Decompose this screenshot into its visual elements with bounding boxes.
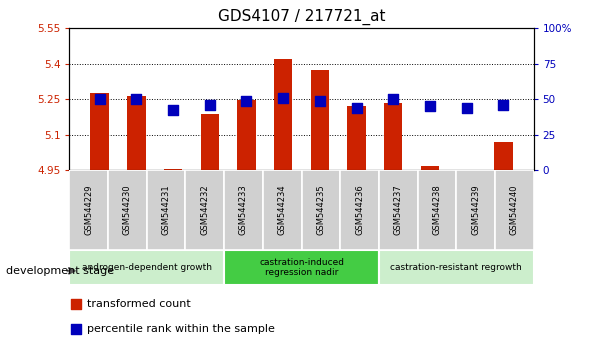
FancyBboxPatch shape [147, 170, 186, 250]
Text: castration-induced
regression nadir: castration-induced regression nadir [259, 258, 344, 277]
Bar [201, 114, 219, 170]
Point [286, 213, 295, 219]
Point [462, 105, 472, 110]
Bar [458, 170, 476, 171]
Text: percentile rank within the sample: percentile rank within the sample [87, 324, 275, 334]
Text: GSM544240: GSM544240 [510, 184, 519, 235]
Point [499, 102, 508, 108]
Text: GDS4107 / 217721_at: GDS4107 / 217721_at [218, 9, 385, 25]
Point [168, 108, 178, 113]
FancyBboxPatch shape [456, 170, 495, 250]
FancyBboxPatch shape [379, 250, 534, 285]
Bar [421, 166, 439, 170]
Bar [274, 59, 292, 170]
Point [95, 96, 104, 102]
Bar [384, 103, 402, 170]
Text: transformed count: transformed count [87, 299, 191, 309]
Bar [237, 100, 256, 170]
FancyBboxPatch shape [417, 170, 456, 250]
FancyBboxPatch shape [69, 250, 224, 285]
Point [242, 98, 251, 103]
Text: GSM544234: GSM544234 [277, 184, 286, 235]
Text: GSM544237: GSM544237 [394, 184, 403, 235]
FancyBboxPatch shape [186, 170, 224, 250]
FancyBboxPatch shape [224, 170, 263, 250]
Text: GSM544232: GSM544232 [200, 184, 209, 235]
Text: GSM544233: GSM544233 [239, 184, 248, 235]
Point [279, 95, 288, 101]
Bar [127, 96, 145, 170]
Text: GSM544238: GSM544238 [432, 184, 441, 235]
Bar [311, 70, 329, 170]
Text: GSM544231: GSM544231 [162, 184, 171, 235]
Text: development stage: development stage [6, 266, 114, 276]
Text: castration-resistant regrowth: castration-resistant regrowth [390, 263, 522, 272]
FancyBboxPatch shape [69, 170, 108, 250]
Text: GSM544239: GSM544239 [471, 184, 480, 235]
Point [205, 102, 215, 108]
FancyBboxPatch shape [263, 170, 302, 250]
FancyBboxPatch shape [302, 170, 340, 250]
Point [388, 96, 398, 102]
FancyBboxPatch shape [340, 170, 379, 250]
Bar [347, 106, 366, 170]
Bar [494, 142, 513, 170]
Point [131, 96, 141, 102]
Text: GSM544236: GSM544236 [355, 184, 364, 235]
Bar [90, 93, 109, 170]
Text: GSM544229: GSM544229 [84, 184, 93, 235]
Point [425, 103, 435, 109]
FancyBboxPatch shape [495, 170, 534, 250]
FancyBboxPatch shape [379, 170, 417, 250]
Point [315, 98, 324, 103]
Bar [164, 169, 182, 170]
Text: GSM544235: GSM544235 [317, 184, 326, 235]
Text: GSM544230: GSM544230 [123, 184, 132, 235]
FancyBboxPatch shape [108, 170, 147, 250]
Point [352, 105, 361, 110]
FancyBboxPatch shape [224, 250, 379, 285]
Text: androgen-dependent growth: androgen-dependent growth [82, 263, 212, 272]
